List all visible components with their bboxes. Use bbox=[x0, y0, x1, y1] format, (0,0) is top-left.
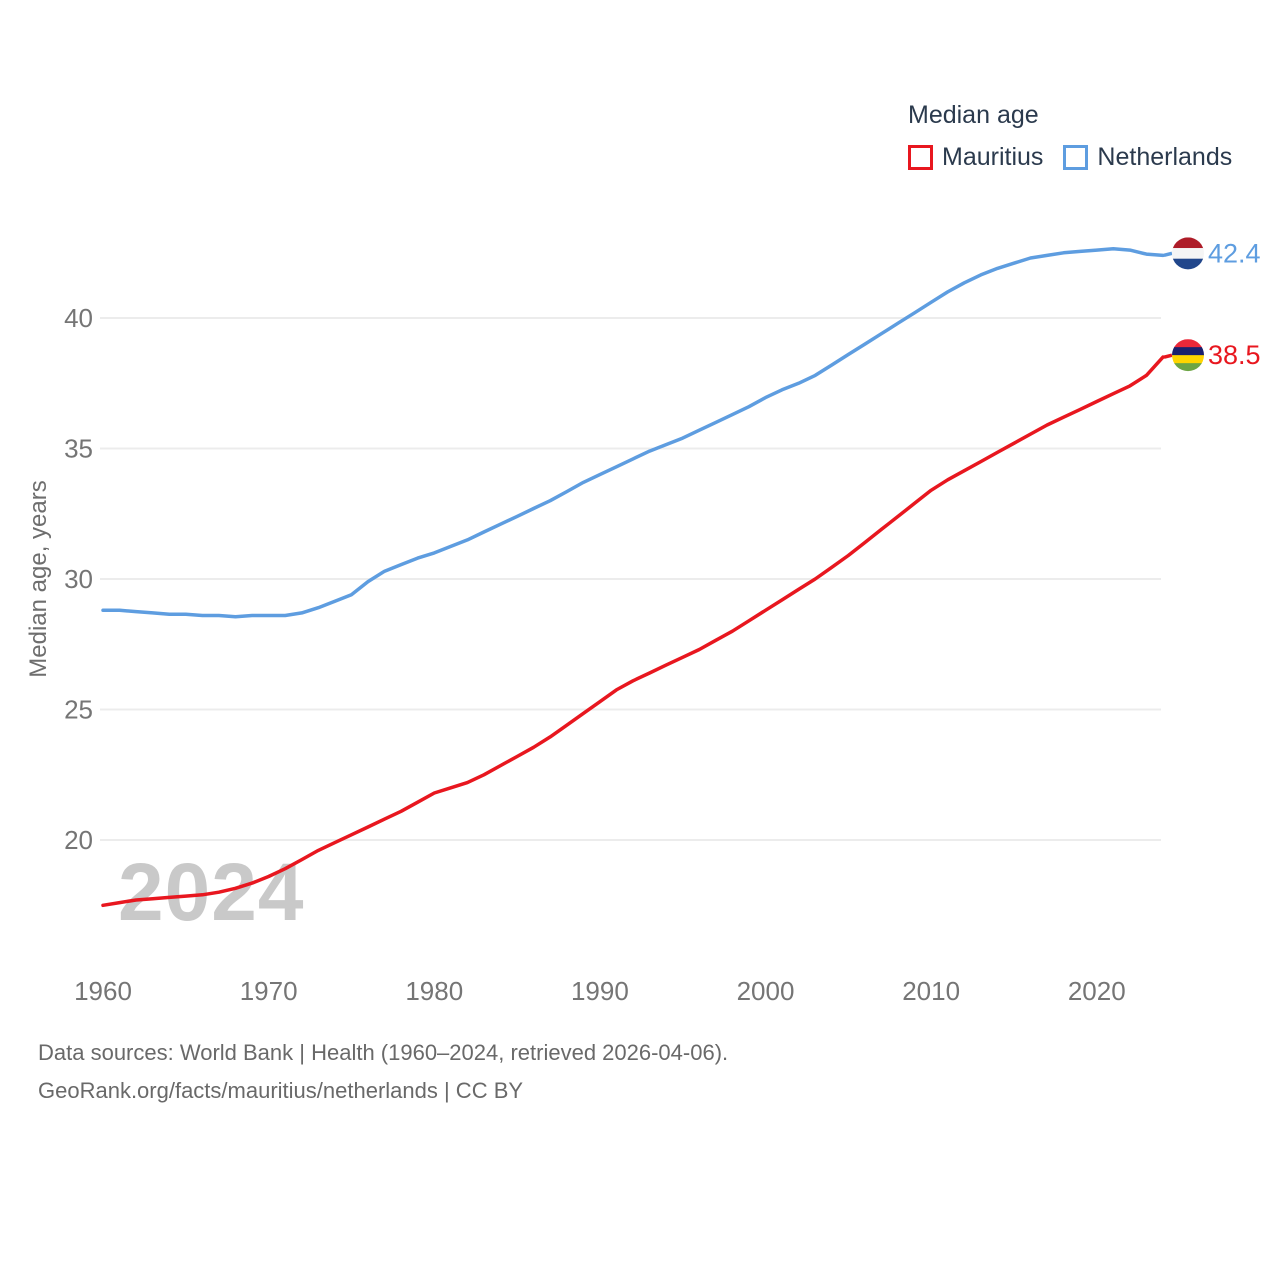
end-connector-netherlands bbox=[1163, 251, 1173, 258]
flag-stripe bbox=[1172, 237, 1204, 249]
x-tick-1990: 1990 bbox=[571, 976, 629, 1006]
x-tick-1980: 1980 bbox=[405, 976, 463, 1006]
flag-stripe bbox=[1172, 339, 1204, 348]
end-connector-mauritius bbox=[1163, 353, 1173, 359]
footer: Data sources: World Bank | Health (1960–… bbox=[38, 1034, 728, 1110]
legend-label-netherlands: Netherlands bbox=[1097, 143, 1233, 171]
series-line-netherlands bbox=[101, 247, 1165, 619]
y-axis-title: Median age, years bbox=[25, 480, 52, 677]
series-line-mauritius bbox=[101, 355, 1165, 908]
x-tick-2020: 2020 bbox=[1068, 976, 1126, 1006]
footer-sources-line: Data sources: World Bank | Health (1960–… bbox=[38, 1040, 729, 1065]
y-tick-25: 25 bbox=[64, 695, 93, 725]
netherlands-flag-icon bbox=[1172, 237, 1204, 270]
footer-attribution-line: GeoRank.org/facts/mauritius/netherlands … bbox=[38, 1078, 524, 1103]
mauritius-swatch-icon bbox=[908, 145, 933, 170]
x-tick-1960: 1960 bbox=[74, 976, 132, 1006]
tick-layer: 20 25 30 35 40 1960 1970 1980 1990 2000 2010 2020 bbox=[64, 303, 1126, 1006]
mauritius-flag-icon bbox=[1172, 339, 1204, 372]
x-tick-1970: 1970 bbox=[240, 976, 298, 1006]
y-tick-40: 40 bbox=[64, 303, 93, 333]
grid-layer bbox=[100, 317, 1161, 841]
y-tick-20: 20 bbox=[64, 825, 93, 855]
flag-stripe bbox=[1172, 248, 1204, 260]
legend-items: Mauritius Netherlands bbox=[908, 143, 1232, 172]
flag-stripe bbox=[1172, 347, 1204, 356]
end-value-mauritius: 38.5 bbox=[1208, 340, 1261, 370]
y-tick-35: 35 bbox=[64, 434, 93, 464]
x-tick-2000: 2000 bbox=[737, 976, 795, 1006]
series-layer bbox=[101, 247, 1165, 908]
flag-stripe bbox=[1172, 363, 1204, 372]
legend-item-netherlands[interactable]: Netherlands bbox=[1063, 143, 1232, 172]
legend: Median age Mauritius Netherlands bbox=[908, 100, 1232, 172]
x-tick-2010: 2010 bbox=[902, 976, 960, 1006]
netherlands-swatch-icon bbox=[1063, 145, 1089, 170]
end-value-netherlands: 42.4 bbox=[1208, 238, 1261, 268]
legend-title: Median age bbox=[908, 101, 1039, 129]
y-tick-30: 30 bbox=[64, 564, 93, 594]
end-label-layer: 38.5 42.4 bbox=[1163, 237, 1261, 372]
legend-item-mauritius[interactable]: Mauritius bbox=[908, 143, 1043, 172]
flag-stripe bbox=[1172, 355, 1204, 364]
legend-label-mauritius: Mauritius bbox=[942, 143, 1044, 171]
flag-stripe bbox=[1172, 258, 1204, 270]
